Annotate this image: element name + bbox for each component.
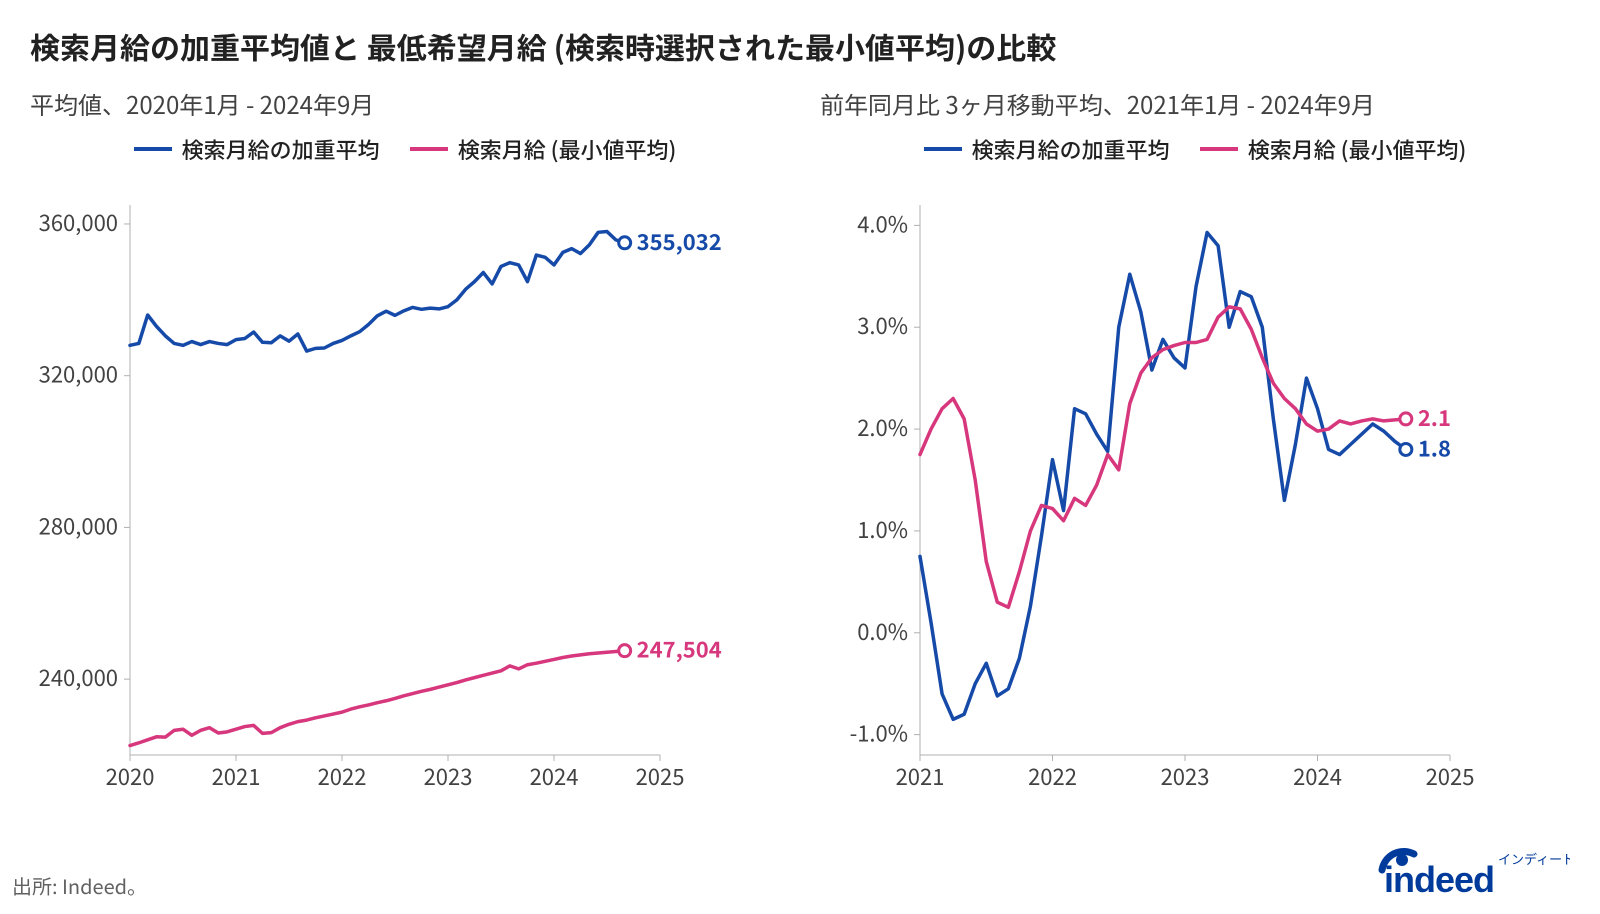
- right-legend: 検索月給の加重平均 検索月給 (最小値平均): [820, 133, 1570, 165]
- svg-text:3.0%: 3.0%: [857, 309, 908, 341]
- svg-text:2022: 2022: [318, 760, 367, 792]
- svg-text:355,032: 355,032: [637, 225, 722, 257]
- svg-text:360,000: 360,000: [39, 206, 118, 238]
- svg-text:2023: 2023: [424, 760, 473, 792]
- legend-label: 検索月給 (最小値平均): [1248, 133, 1467, 165]
- legend-swatch: [1200, 147, 1238, 151]
- main-title: 検索月給の加重平均値と 最低希望月給 (検索時選択された最小値平均)の比較: [30, 24, 1570, 68]
- svg-text:0.0%: 0.0%: [857, 615, 908, 647]
- right-chart: -1.0% 0.0% 1.0% 2.0% 3.0% 4.0% 2021 2022 2023 202…: [820, 175, 1560, 815]
- svg-text:2025: 2025: [1426, 760, 1475, 792]
- left-legend: 検索月給の加重平均 検索月給 (最小値平均): [30, 133, 780, 165]
- svg-text:2025: 2025: [636, 760, 685, 792]
- svg-text:2023: 2023: [1161, 760, 1210, 792]
- svg-text:247,504: 247,504: [637, 633, 722, 665]
- svg-text:indeed: indeed: [1384, 859, 1494, 900]
- svg-text:2020: 2020: [106, 760, 155, 792]
- left-panel: 平均値、2020年1月 - 2024年9月 検索月給の加重平均 検索月給 (最小…: [30, 86, 780, 820]
- legend-item: 検索月給の加重平均: [924, 133, 1170, 165]
- svg-text:2021: 2021: [212, 760, 261, 792]
- legend-item: 検索月給 (最小値平均): [1200, 133, 1467, 165]
- left-chart: 240,000 280,000 320,000 360,000 2020 2021 2022…: [30, 175, 770, 815]
- right-subtitle: 前年同月比 3ヶ月移動平均、2021年1月 - 2024年9月: [820, 86, 1570, 121]
- indeed-logo: indeed インディード: [1370, 840, 1570, 900]
- svg-text:240,000: 240,000: [39, 661, 118, 693]
- svg-text:-1.0%: -1.0%: [850, 717, 908, 749]
- svg-text:320,000: 320,000: [39, 358, 118, 390]
- legend-swatch: [924, 147, 962, 151]
- svg-text:2024: 2024: [530, 760, 579, 792]
- svg-text:1.0%: 1.0%: [857, 513, 908, 545]
- svg-text:4.0%: 4.0%: [857, 207, 908, 239]
- legend-label: 検索月給の加重平均: [182, 133, 380, 165]
- legend-swatch: [134, 147, 172, 151]
- legend-swatch: [410, 147, 448, 151]
- svg-text:2024: 2024: [1293, 760, 1342, 792]
- legend-item: 検索月給 (最小値平均): [410, 133, 677, 165]
- svg-text:2022: 2022: [1028, 760, 1077, 792]
- svg-text:インディード: インディード: [1498, 852, 1570, 867]
- svg-text:2021: 2021: [896, 760, 945, 792]
- svg-text:1.8: 1.8: [1418, 431, 1451, 463]
- svg-text:2.1: 2.1: [1418, 401, 1451, 433]
- left-subtitle: 平均値、2020年1月 - 2024年9月: [30, 86, 780, 121]
- right-panel: 前年同月比 3ヶ月移動平均、2021年1月 - 2024年9月 検索月給の加重平…: [820, 86, 1570, 820]
- svg-text:2.0%: 2.0%: [857, 411, 908, 443]
- legend-label: 検索月給 (最小値平均): [458, 133, 677, 165]
- source-footnote: 出所: Indeed。: [12, 871, 147, 900]
- legend-item: 検索月給の加重平均: [134, 133, 380, 165]
- legend-label: 検索月給の加重平均: [972, 133, 1170, 165]
- svg-text:280,000: 280,000: [39, 509, 118, 541]
